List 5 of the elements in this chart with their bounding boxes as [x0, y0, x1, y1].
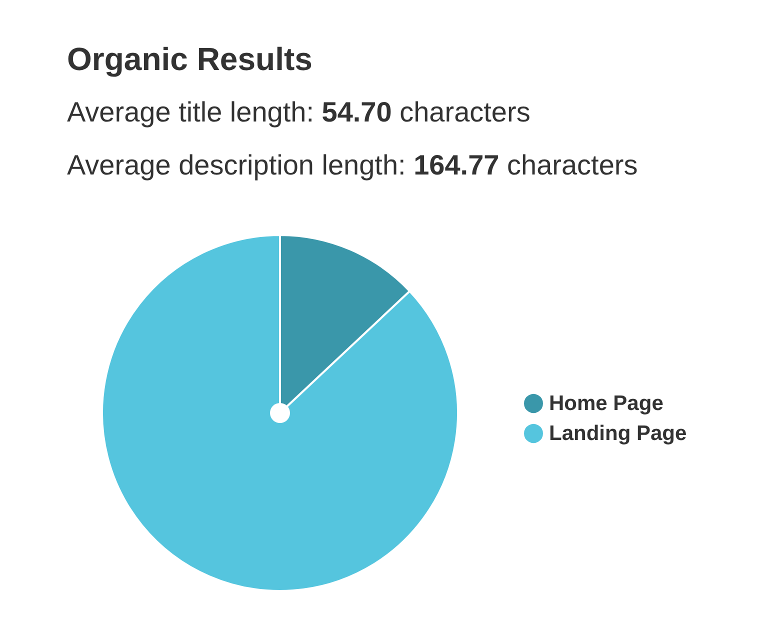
- legend-label: Home Page: [549, 392, 664, 415]
- chart-subtitle: Average title length: 54.70 characters: [67, 96, 530, 128]
- legend-label: Landing Page: [549, 422, 687, 445]
- chart-title: Organic Results: [67, 41, 312, 77]
- text: Average description length: 164.77 characters: [67, 150, 638, 180]
